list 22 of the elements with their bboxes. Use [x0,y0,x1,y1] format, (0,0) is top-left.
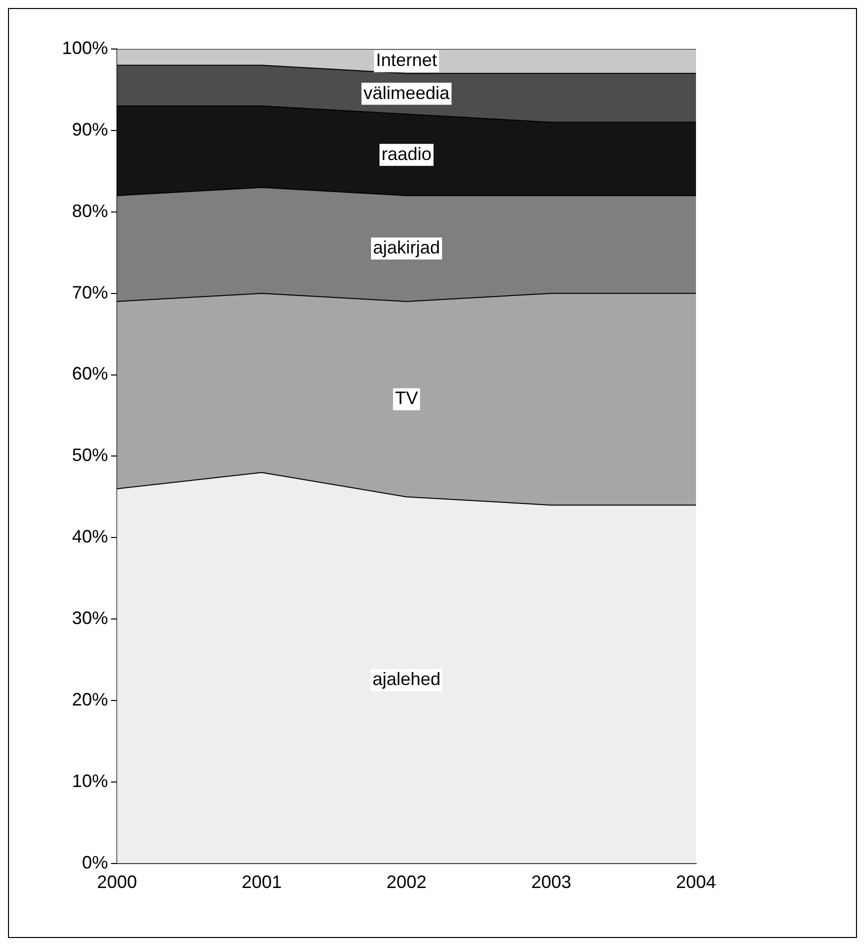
x-tick-label: 2000 [97,872,138,892]
x-tick-label: 2004 [676,872,716,892]
y-tick-label: 50% [72,445,108,466]
y-tick-label: 80% [72,200,108,221]
x-tick-label: 2003 [531,872,572,892]
y-tick-label: 90% [72,119,108,140]
series-label: ajakirjad [372,237,440,258]
y-tick-label: 20% [72,689,108,710]
x-tick-label: 2002 [386,872,427,892]
series-label: ajalehed [372,669,441,690]
series-label: Internet [376,50,438,70]
series-label: välimeedia [363,82,451,103]
y-tick-label: 0% [82,852,108,872]
x-tick-label: 2001 [242,872,282,892]
y-tick-label: 70% [72,282,108,302]
y-tick-label: 60% [72,364,108,384]
y-tick-label: 10% [72,770,108,791]
series-label: TV [395,388,418,408]
y-tick-label: 40% [72,526,108,547]
y-tick-label: 100% [62,38,108,58]
series-label: raadio [381,144,432,164]
y-tick-label: 30% [72,608,108,628]
